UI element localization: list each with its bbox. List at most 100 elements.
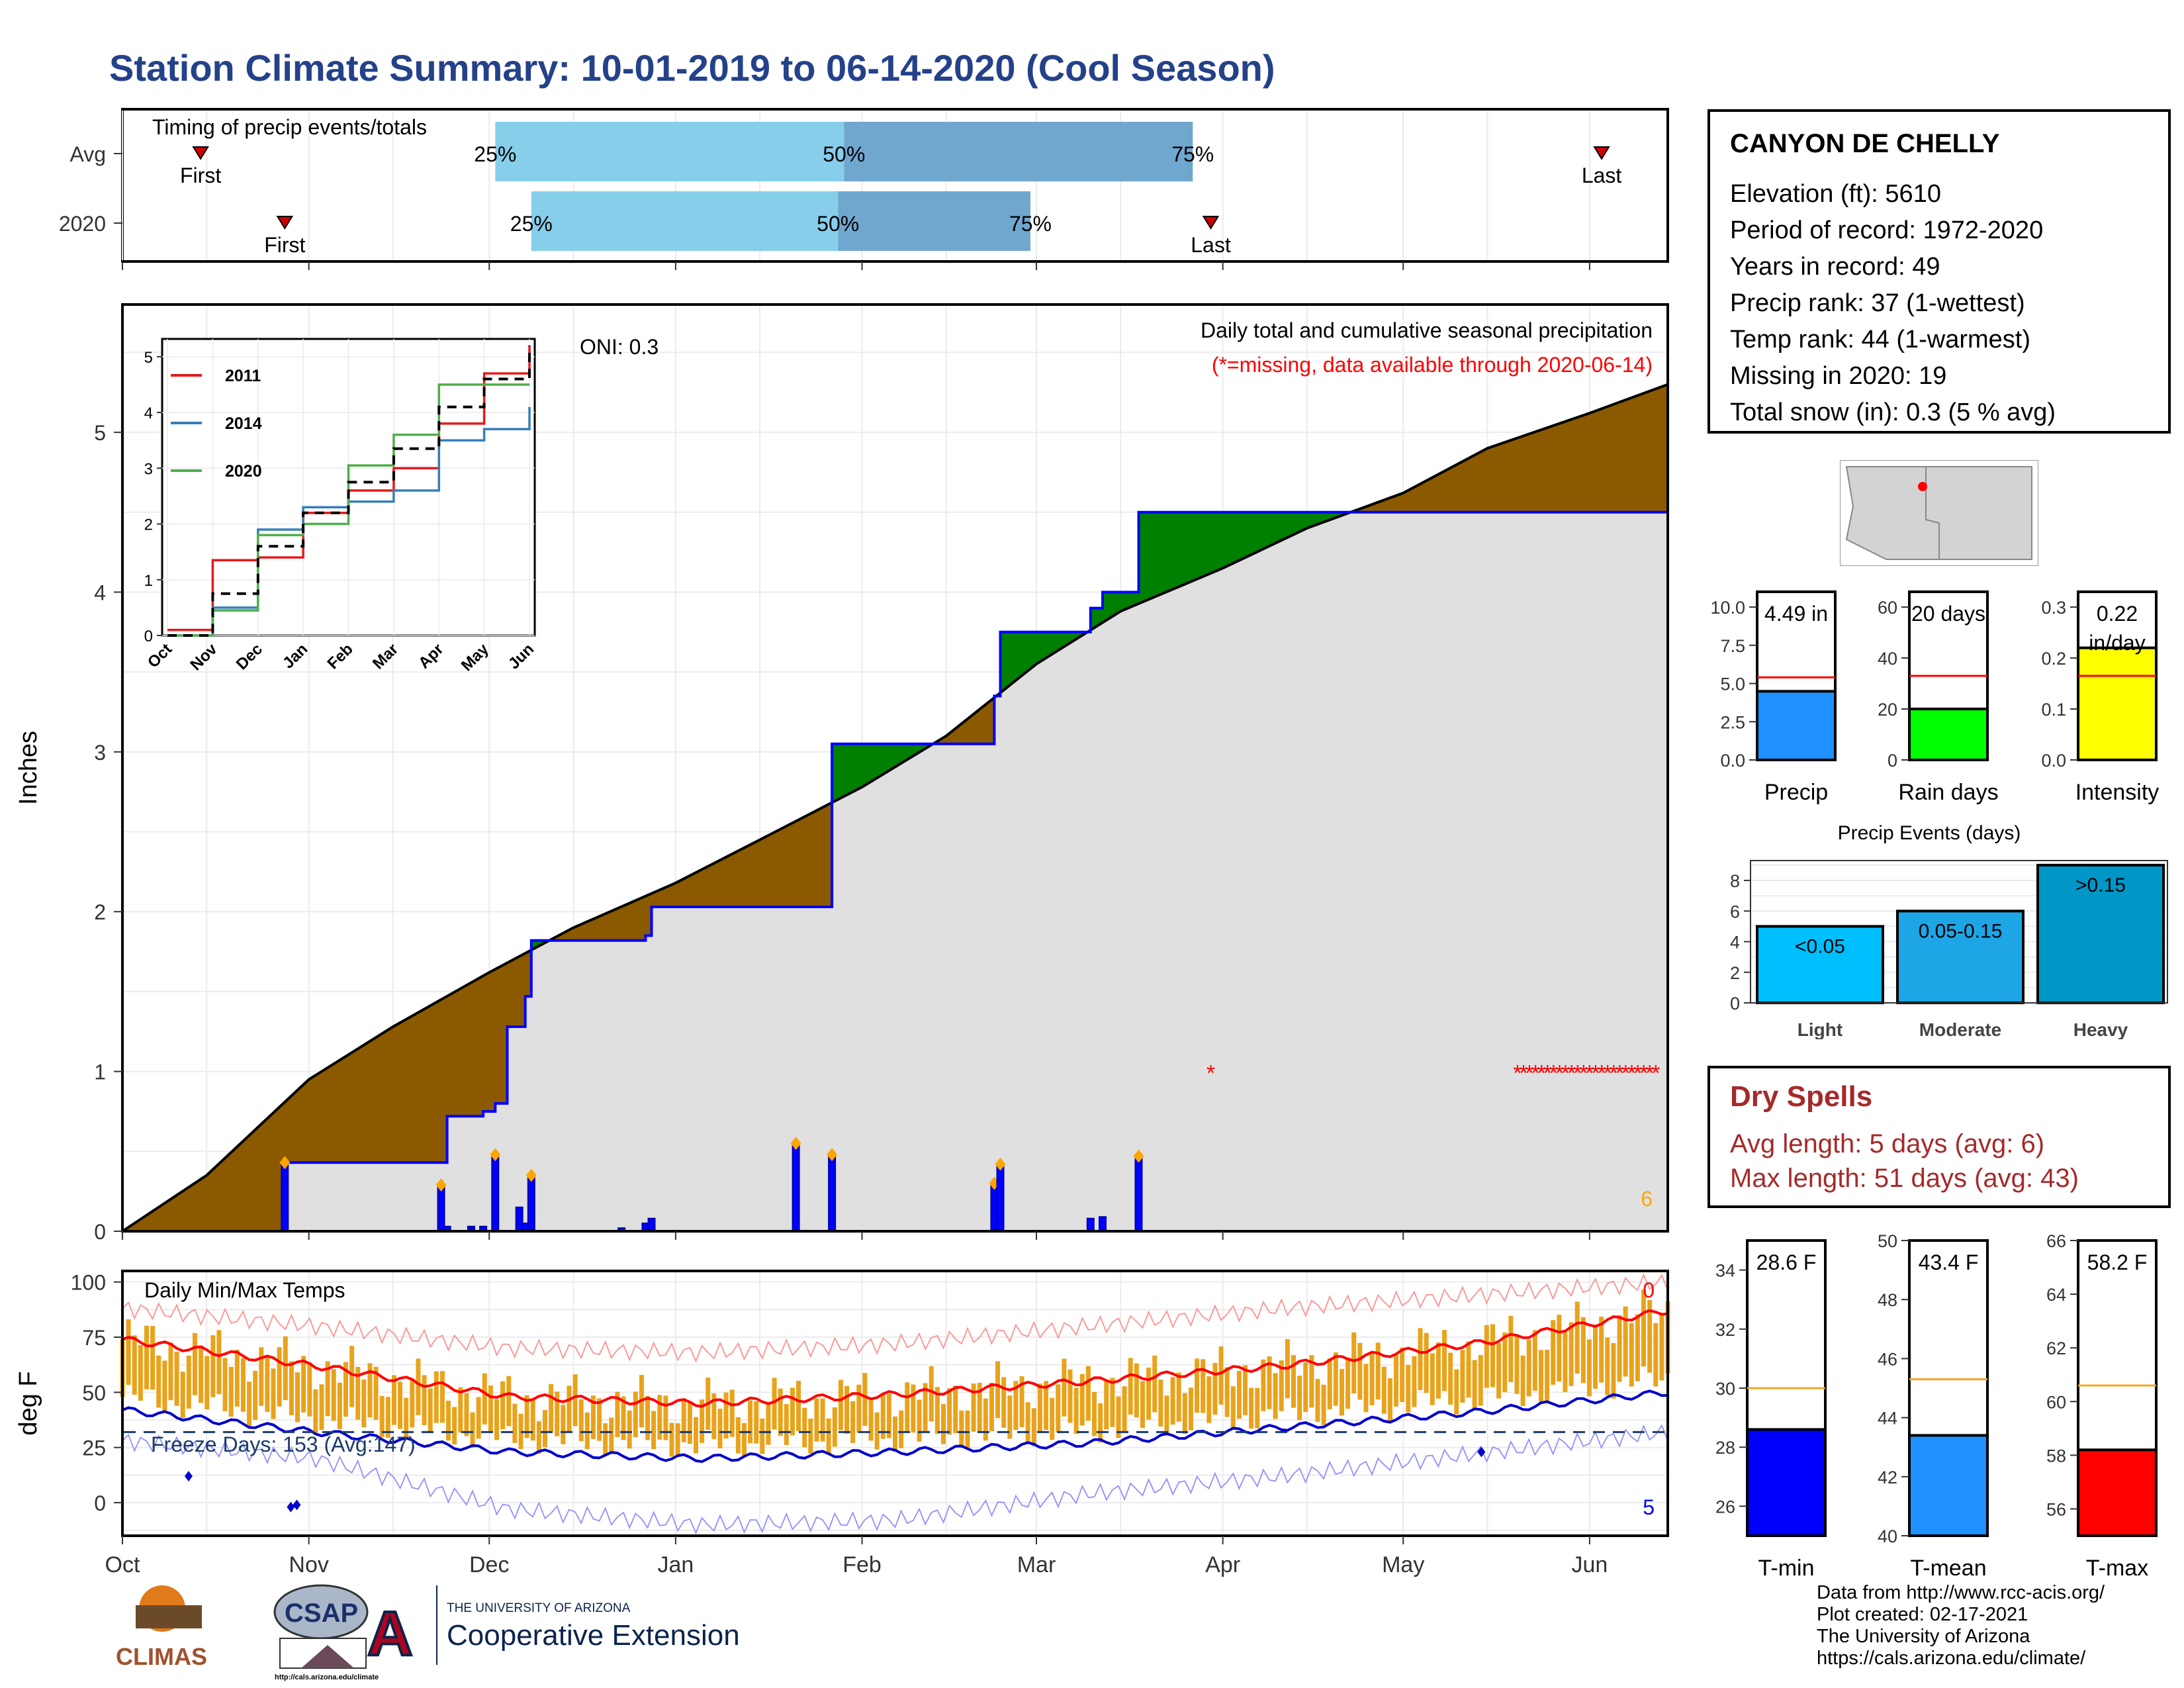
- precip-y-tick-label: 5: [94, 421, 106, 445]
- timing-p25-label: 25%: [510, 212, 553, 236]
- temp-mean-sum-tick-label: 44: [1878, 1409, 1897, 1429]
- cold-record-marker: [287, 1501, 295, 1513]
- daily-temp-bar: [530, 1399, 535, 1441]
- daily-temp-bar: [802, 1407, 807, 1448]
- event-bar-heavy: [2036, 863, 2165, 1004]
- daily-temp-bar: [621, 1396, 626, 1440]
- missing-marker: *: [1651, 1061, 1660, 1086]
- timing-p50-label: 50%: [817, 212, 859, 236]
- daily-temp-bar: [1230, 1386, 1236, 1429]
- daily-temp-bar: [669, 1423, 674, 1457]
- temp-min-sum-tick-label: 30: [1715, 1379, 1735, 1399]
- temp-x-tick-label: Dec: [469, 1552, 509, 1577]
- timing-marker: [1593, 146, 1610, 160]
- daily-precip-marker: [279, 1156, 291, 1170]
- daily-temp-bar: [675, 1423, 680, 1457]
- daily-precip-marker: [827, 1148, 838, 1162]
- daily-temp-bar: [439, 1371, 445, 1423]
- daily-temp-bar: [1557, 1315, 1562, 1382]
- daily-temp-bar: [814, 1398, 819, 1442]
- daily-temp-bar: [216, 1330, 222, 1395]
- missing-marker: *: [1531, 1061, 1539, 1086]
- daily-temp-bar: [1212, 1362, 1218, 1415]
- timing-q1-bar: [531, 191, 839, 251]
- daily-temp-bar: [1532, 1330, 1537, 1391]
- dry-spells-box: Dry Spells Avg length: 5 days (avg: 6) M…: [1707, 1066, 2171, 1208]
- inset-y-tick-label: 4: [144, 404, 153, 422]
- avg-cumulative-line: [121, 383, 1668, 1233]
- daily-temp-bar: [893, 1416, 897, 1452]
- daily-temp-bar: [1339, 1369, 1344, 1416]
- daily-temp-bar: [1273, 1373, 1278, 1419]
- daily-temp-bar: [168, 1342, 173, 1401]
- temp-x-tick-label: Feb: [842, 1552, 882, 1577]
- daily-temp-bar: [983, 1398, 988, 1441]
- daily-temp-bar: [1574, 1301, 1580, 1374]
- missing-marker: *: [1585, 1061, 1594, 1086]
- daily-temp-bar: [1110, 1378, 1115, 1427]
- daily-temp-bar: [180, 1372, 185, 1419]
- daily-temp-bar: [1140, 1381, 1145, 1429]
- overlap-area: [122, 512, 1668, 1231]
- daily-temp-bar: [1104, 1382, 1109, 1430]
- daily-temp-bar: [1641, 1289, 1647, 1367]
- missing-marker: *: [1549, 1061, 1558, 1086]
- precip-y-axis-label: Inches: [15, 731, 42, 805]
- temp-min-sum-tick-label: 32: [1715, 1320, 1735, 1340]
- daily-temp-bar: [977, 1382, 982, 1432]
- daily-temp-bar: [1363, 1364, 1369, 1413]
- info-years: Years in record: 49: [1730, 253, 1940, 281]
- daily-temp-bar: [1249, 1387, 1254, 1429]
- missing-marker: *: [1567, 1061, 1576, 1086]
- daily-temp-bar: [1098, 1403, 1103, 1443]
- daily-temp-bar: [748, 1400, 753, 1444]
- temp-mean-sum-bar: [1908, 1434, 1989, 1537]
- daily-temp-bar: [150, 1326, 156, 1390]
- daily-temp-bar: [1394, 1355, 1399, 1407]
- temp-y-tick-label: 100: [71, 1271, 106, 1295]
- timing-title: Timing of precip events/totals: [152, 115, 427, 139]
- timing-marker-label: Last: [1582, 164, 1622, 187]
- timing-marker: [192, 146, 209, 160]
- daily-temp-bar: [452, 1407, 457, 1445]
- daily-temp-bar: [446, 1400, 451, 1441]
- raindays-sum-tick-label: 40: [1878, 649, 1897, 669]
- daily-temp-bar: [911, 1384, 916, 1433]
- daily-temp-bar: [790, 1387, 795, 1436]
- daily-temp-bar: [391, 1375, 396, 1425]
- missing-marker: *: [1591, 1061, 1600, 1086]
- inset-y-tick-label: 0: [144, 628, 153, 645]
- daily-temp-bar: [1508, 1315, 1514, 1382]
- precip-y-tick-label: 1: [94, 1060, 106, 1084]
- daily-temp-bar: [597, 1398, 602, 1441]
- credit-url: https://cals.arizona.edu/climate/: [1817, 1648, 2086, 1669]
- daily-temp-bar: [162, 1360, 167, 1411]
- daily-temp-bar: [717, 1409, 723, 1448]
- daily-temp-bar: [1448, 1352, 1453, 1405]
- daily-temp-bar: [1091, 1391, 1097, 1436]
- station-marker: [1918, 482, 1927, 491]
- missing-marker: *: [1561, 1061, 1570, 1086]
- daily-temp-bar: [729, 1389, 735, 1437]
- precip-count-label: 6: [1641, 1187, 1653, 1211]
- event-bar-label: Heavy: [2073, 1019, 2128, 1039]
- daily-temp-bar: [1635, 1314, 1640, 1382]
- daily-temp-bar: [820, 1398, 825, 1442]
- csap-logo: CSAP http://cals.arizona.edu/climate: [273, 1584, 379, 1681]
- precip-summary-chart: 0.0 2.5 5.0 7.5 10.0 4.49 in Precip 0 20 40 60 20 d…: [1710, 590, 2159, 805]
- record-min-line: [122, 1424, 1668, 1535]
- timing-q1-bar: [495, 122, 844, 181]
- timing-marker-label: First: [264, 233, 305, 257]
- inset-legend-label: 2014: [225, 414, 262, 433]
- daily-temp-bar: [1647, 1299, 1653, 1373]
- daily-temp-bar: [542, 1409, 547, 1448]
- intensity-sum-tick-label: 0.2: [2041, 649, 2066, 669]
- missing-marker: *: [1525, 1061, 1533, 1086]
- timing-marker: [276, 216, 294, 230]
- daily-temp-bar: [464, 1393, 469, 1436]
- daily-temp-bar: [277, 1347, 282, 1407]
- daily-temp-bar: [826, 1418, 831, 1454]
- daily-temp-bar: [940, 1404, 946, 1444]
- daily-temp-bar: [741, 1423, 747, 1457]
- daily-temp-bar: [603, 1423, 608, 1456]
